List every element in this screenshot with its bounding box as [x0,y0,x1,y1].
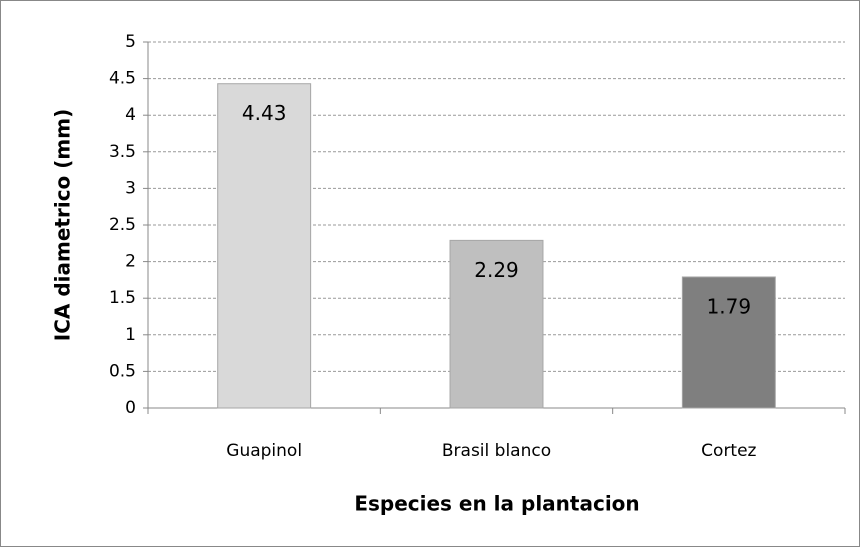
y-tick-label: 1 [125,325,136,345]
y-tick-label: 3 [125,178,136,198]
data-label: 2.29 [474,258,519,282]
bar [449,239,544,409]
bar [217,83,312,409]
x-axis-title: Especies en la plantacion [354,492,639,516]
y-tick-label: 2.5 [109,215,136,235]
y-tick-label: 2 [125,252,136,272]
y-tick-label: 4.5 [109,69,136,89]
x-tick-label: Cortez [701,441,756,461]
y-axis-title: ICA diametrico (mm) [51,109,75,341]
y-tick-label: 4 [125,105,136,125]
y-tick-label: 0.5 [109,361,136,381]
y-tick-label: 3.5 [109,142,136,162]
bar [681,276,776,409]
x-tick-label: Guapinol [226,441,302,461]
x-tick-label: Brasil blanco [442,441,551,461]
data-label: 4.43 [242,101,287,125]
data-label: 1.79 [707,294,752,318]
y-tick-label: 1.5 [109,288,136,308]
y-tick-label: 5 [125,32,136,52]
y-tick-label: 0 [125,398,136,418]
